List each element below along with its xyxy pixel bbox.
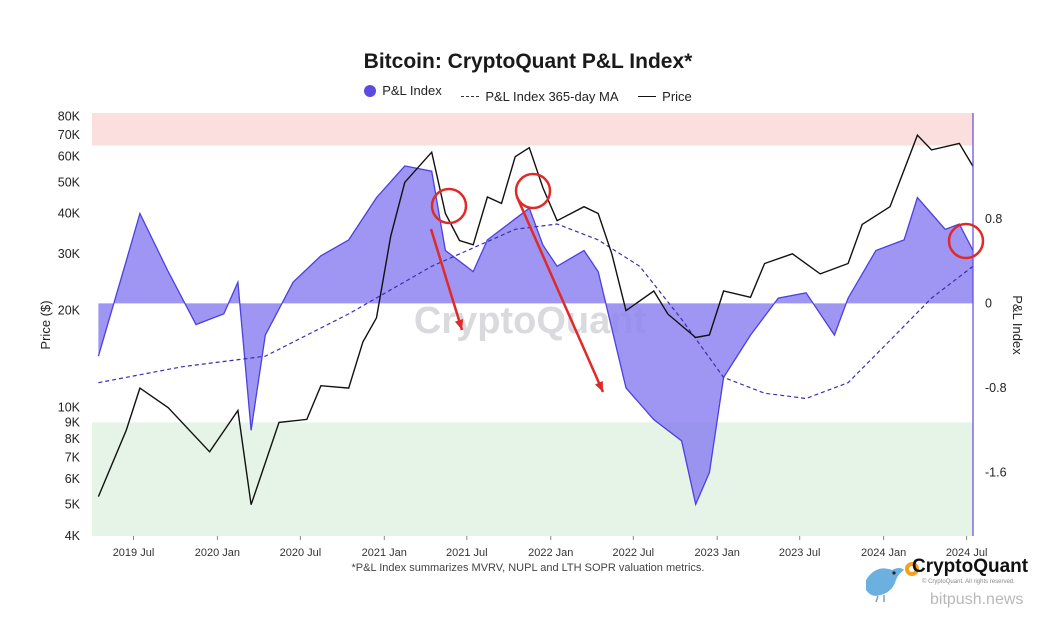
annotation-circle	[514, 172, 552, 210]
legend-dot-icon	[364, 84, 377, 97]
legend-dash-icon	[461, 95, 480, 97]
y-left-tick-label: 80K	[58, 109, 81, 123]
x-tick-label: 2022 Jul	[612, 547, 654, 559]
annotation-circle	[947, 222, 985, 260]
y-right-axis-title: P&L Index	[1010, 295, 1025, 355]
y-left-axis-title: Price ($)	[38, 300, 53, 349]
legend-item-ma[interactable]: P&L Index 365-day MA	[461, 88, 619, 104]
x-tick-label: 2022 Jan	[528, 547, 573, 559]
brand-name: CryptoQuant	[912, 556, 1029, 577]
x-tick-label: 2023 Jul	[779, 547, 821, 559]
annotation-arrow	[515, 196, 605, 393]
y-left-tick-label: 4K	[65, 529, 81, 543]
y-left-tick-label: 8K	[65, 432, 81, 446]
x-tick-label: 2024 Jan	[861, 547, 906, 559]
legend-label-price: Price	[662, 88, 692, 104]
legend-item-index[interactable]: P&L Index	[364, 83, 442, 98]
cryptoquant-logo-icon	[905, 562, 919, 576]
y-right-tick-label: 0	[985, 296, 992, 310]
brand-sub: © CryptoQuant. All rights reserved.	[922, 579, 1015, 585]
y-right-tick-label: -1.6	[985, 466, 1007, 480]
legend-item-price[interactable]: Price	[638, 89, 692, 104]
legend-label-index: P&L Index	[382, 83, 442, 98]
x-tick-label: 2023 Jan	[695, 547, 740, 559]
x-tick-label: 2020 Jan	[195, 547, 240, 559]
pl-index-area	[98, 165, 974, 505]
y-left-tick-label: 40K	[58, 207, 81, 221]
legend-line-icon	[638, 95, 657, 97]
legend: P&L Index P&L Index 365-day MA Price	[0, 83, 1056, 104]
bird-logo-icon	[866, 568, 904, 603]
y-left-tick-label: 10K	[58, 401, 81, 415]
chart-title: Bitcoin: CryptoQuant P&L Index*	[363, 50, 693, 73]
y-left-tick-label: 60K	[58, 150, 81, 164]
y-right-tick-label: 0.8	[985, 212, 1002, 226]
y-left-tick-label: 50K	[58, 175, 81, 189]
y-left-tick-label: 70K	[58, 128, 81, 142]
price-line	[97, 133, 974, 505]
x-tick-label: 2021 Jul	[446, 547, 488, 559]
y-left-tick-label: 5K	[65, 498, 81, 512]
x-tick-label: 2021 Jan	[362, 547, 407, 559]
x-tick-label: 2024 Jul	[946, 547, 988, 559]
annotation-circle	[430, 187, 468, 225]
footnote: *P&L Index summarizes MVRV, NUPL and LTH…	[351, 562, 705, 574]
y-left-tick-label: 9K	[65, 415, 81, 429]
annotation-arrow	[429, 228, 464, 331]
legend-label-ma: P&L Index 365-day MA	[485, 88, 619, 104]
y-right-tick-label: -0.8	[985, 381, 1007, 395]
y-left-tick-label: 7K	[65, 451, 81, 465]
y-left-tick-label: 30K	[58, 247, 81, 261]
site-watermark: bitpush.news	[930, 591, 1024, 608]
x-tick-label: 2020 Jul	[280, 547, 322, 559]
y-left-tick-label: 6K	[65, 472, 81, 486]
zone-undervalued	[92, 422, 973, 536]
x-tick-label: 2019 Jul	[113, 547, 155, 559]
annotation-arrowhead	[454, 319, 464, 330]
pl-index-ma-line	[98, 223, 974, 400]
annotation-arrowhead	[594, 381, 603, 392]
zone-overheated	[92, 113, 973, 146]
y-left-tick-label: 20K	[58, 304, 81, 318]
